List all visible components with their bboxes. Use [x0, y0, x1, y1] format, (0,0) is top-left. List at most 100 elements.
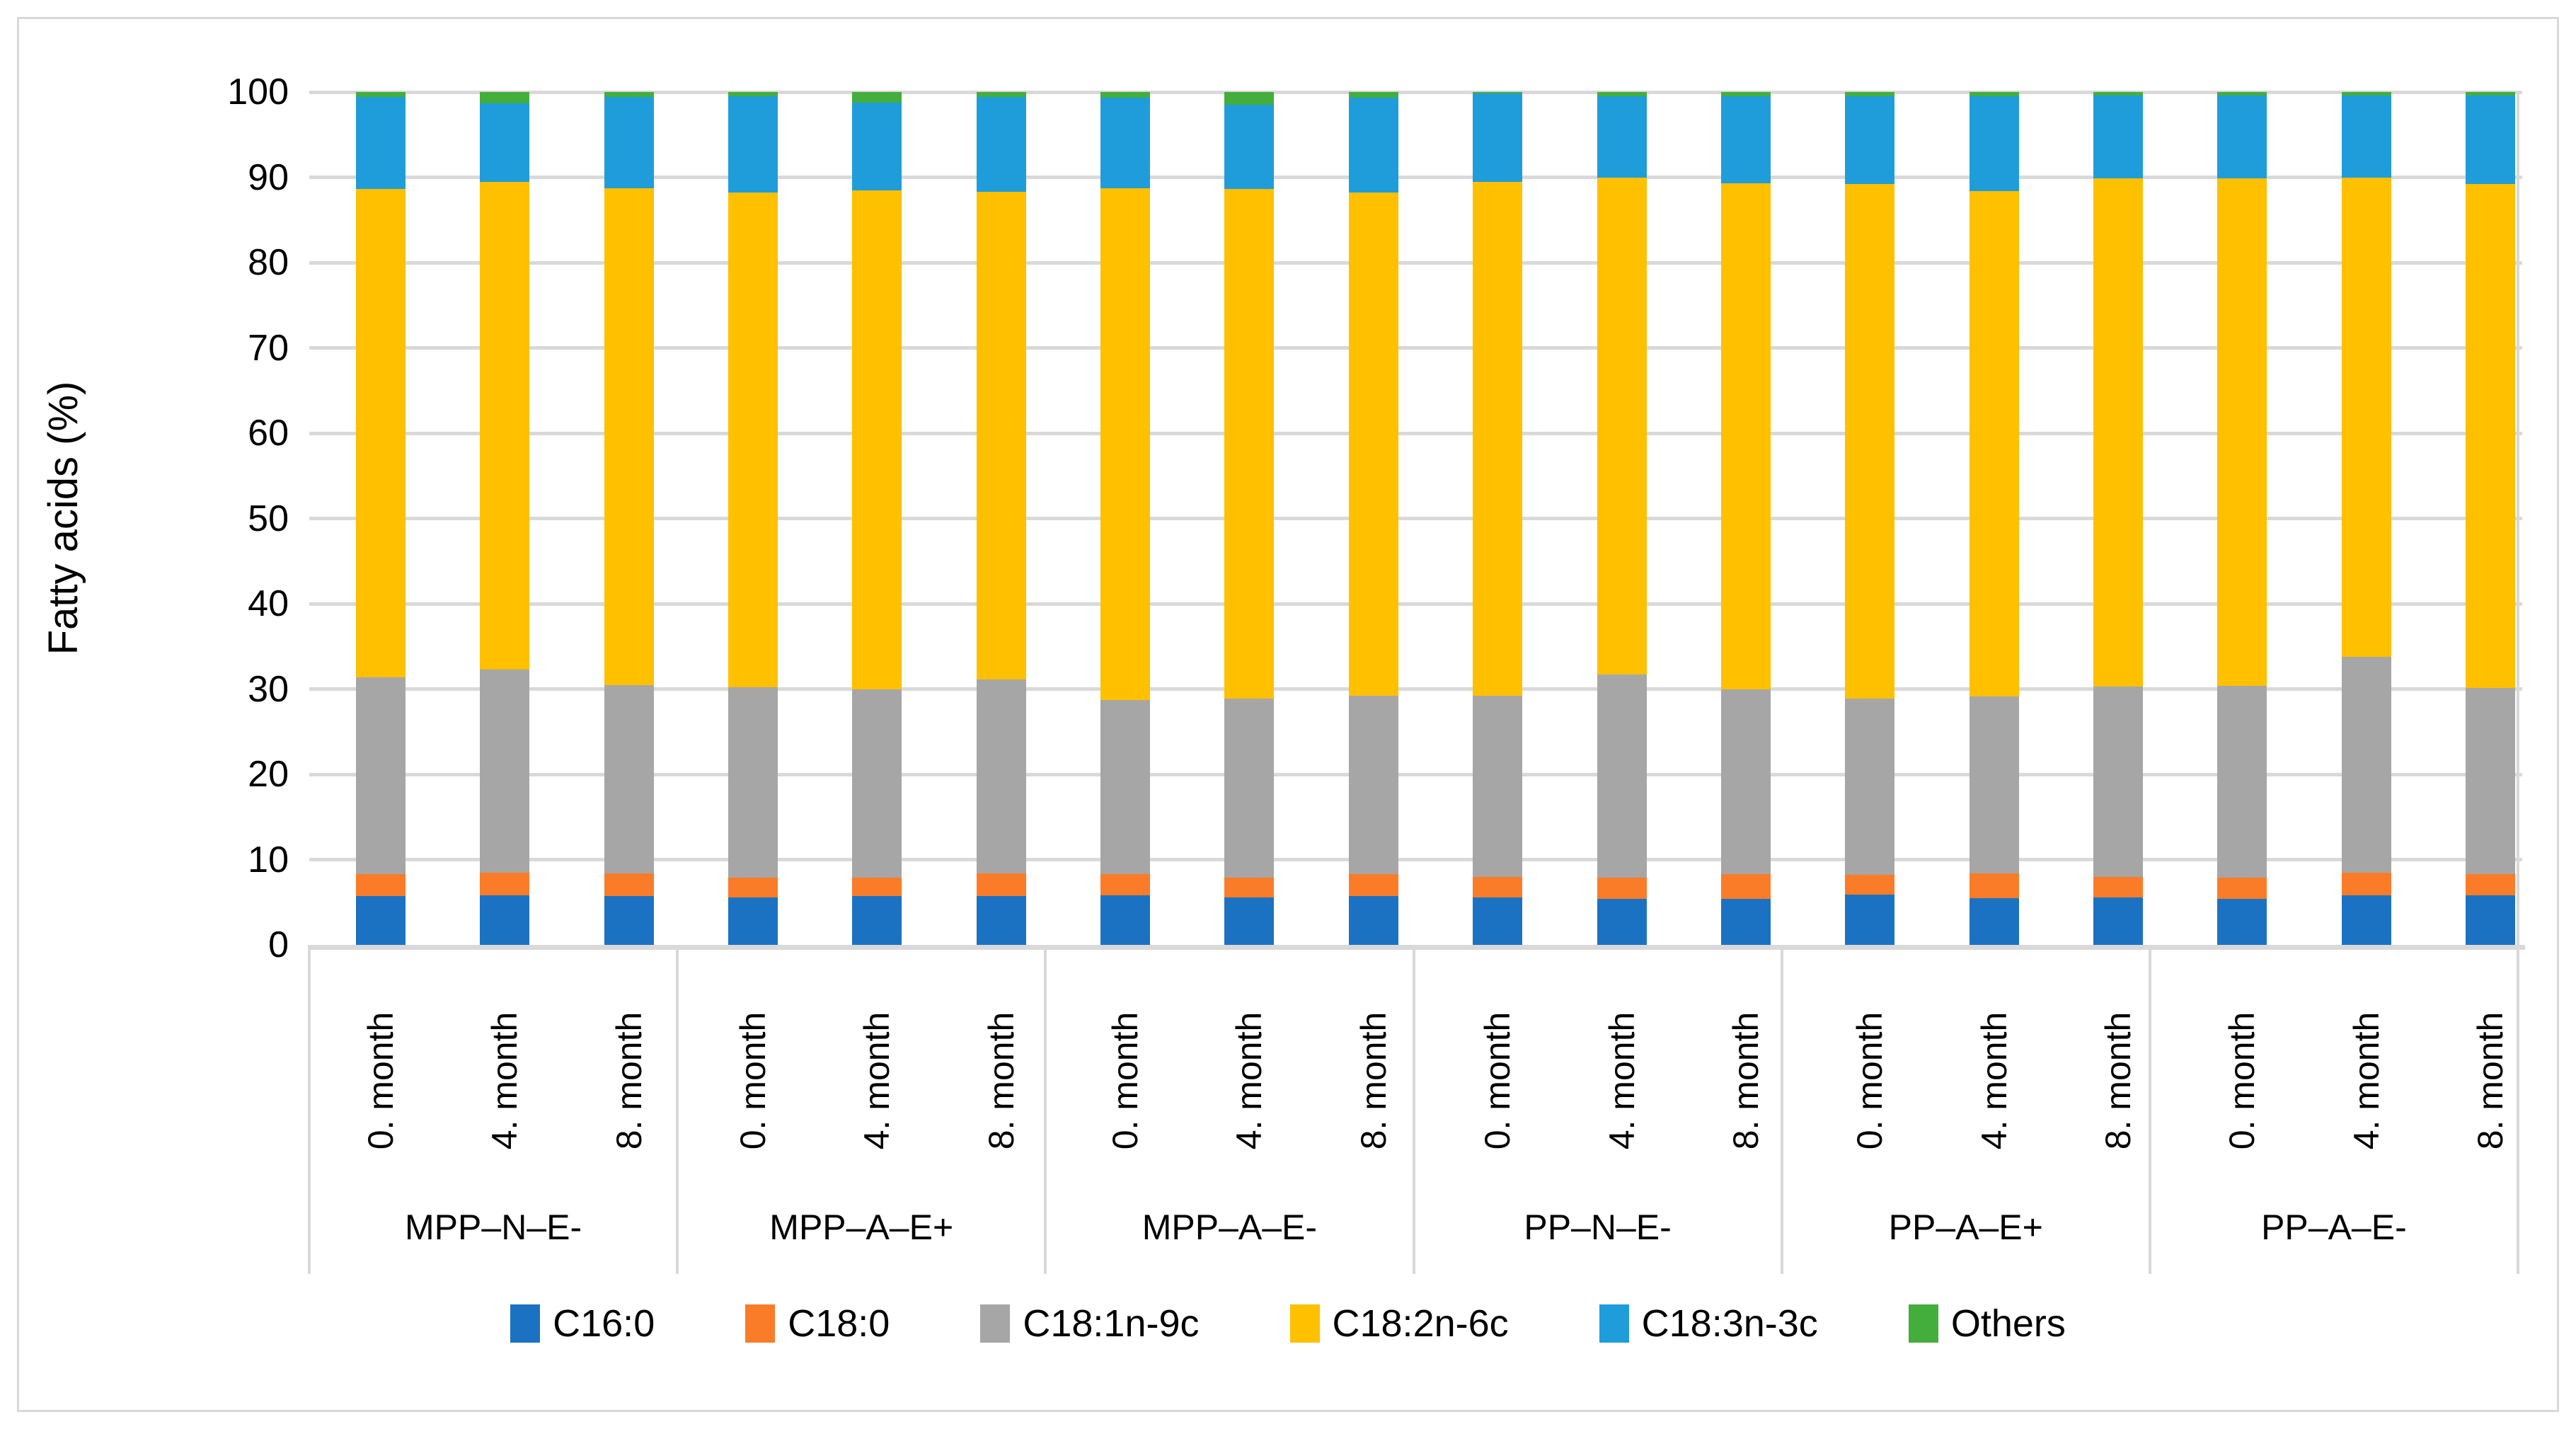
bar-segment-Others: [1969, 92, 2019, 97]
bar-segment-Others: [1224, 92, 1275, 105]
bar-segment-C18:1n-9c: [1845, 698, 1895, 876]
bar-segment-C18:0: [1597, 877, 1647, 899]
bar-segment-C16:0: [976, 896, 1026, 945]
bar-segment-C18:1n-9c: [2217, 685, 2267, 878]
month-label: 4. month: [1974, 1011, 2014, 1150]
legend-item-C18:1n-9c: C18:1n-9c: [980, 1302, 1200, 1345]
bar-segment-C18:1n-9c: [1224, 698, 1275, 878]
bar-segment-C18:0: [2341, 872, 2391, 896]
stacked-bar-MPP–N–E--8. month: [604, 92, 654, 945]
bar-segment-C18:0: [1720, 874, 1771, 899]
bar-segment-C18:2n-6c: [356, 189, 406, 677]
bar-segment-Others: [2341, 92, 2391, 96]
stacked-bar-PP–N–E--4. month: [1597, 92, 1647, 945]
group-separator-6: [2517, 92, 2519, 1274]
bar-segment-C18:3n-3c: [1100, 98, 1151, 189]
month-label: 4. month: [857, 1011, 897, 1150]
gridline-20: [309, 772, 2522, 776]
stacked-bar-PP–N–E--0. month: [1473, 92, 1523, 945]
bar-segment-C18:2n-6c: [2341, 177, 2391, 657]
y-tick-label-80: 80: [248, 242, 289, 283]
y-axis-title: Fatty acids (%): [40, 381, 86, 655]
bar-segment-C18:3n-3c: [356, 97, 406, 190]
bar-segment-C16:0: [604, 896, 654, 945]
bar-segment-C18:0: [2465, 874, 2515, 896]
bar-segment-C18:0: [480, 872, 530, 896]
month-label: 0. month: [361, 1011, 401, 1150]
bar-segment-C18:1n-9c: [852, 689, 902, 878]
bar-segment-Others: [2093, 92, 2143, 96]
bar-segment-C18:1n-9c: [976, 679, 1026, 873]
bar-segment-C18:3n-3c: [852, 102, 902, 190]
gridline-50: [309, 517, 2522, 520]
legend-item-C18:0: C18:0: [745, 1302, 890, 1345]
month-label: 0. month: [2222, 1011, 2262, 1150]
y-tick-label-10: 10: [248, 839, 289, 880]
gridline-90: [309, 176, 2522, 179]
month-label: 4. month: [485, 1011, 525, 1150]
stacked-bar-MPP–A–E--8. month: [1348, 92, 1398, 945]
bar-segment-C18:0: [1348, 874, 1398, 897]
bar-segment-C16:0: [2465, 895, 2515, 945]
bar-segment-Others: [1845, 92, 1895, 97]
group-label-PP–N–E-: PP–N–E-: [1524, 1207, 1672, 1247]
group-separator-4: [1780, 945, 1783, 1274]
bar-segment-C18:0: [728, 877, 778, 897]
bar-segment-C18:1n-9c: [728, 687, 778, 878]
bar-segment-C18:1n-9c: [604, 684, 654, 873]
bar-segment-C18:3n-3c: [1597, 96, 1647, 178]
stacked-bar-MPP–A–E+-4. month: [852, 92, 902, 945]
gridline-10: [309, 858, 2522, 861]
legend-swatch-C18:2n-6c: [1289, 1304, 1320, 1343]
bar-segment-C18:2n-6c: [2465, 184, 2515, 689]
stacked-bar-PP–A–E+-4. month: [1969, 92, 2019, 945]
legend-label: C18:0: [788, 1302, 890, 1345]
month-label: 0. month: [1850, 1011, 1890, 1150]
bar-segment-Others: [2465, 92, 2515, 96]
bar-segment-Others: [1597, 92, 1647, 97]
bar-segment-Others: [728, 92, 778, 97]
bar-segment-Others: [852, 92, 902, 103]
bar-segment-C18:1n-9c: [1473, 696, 1523, 877]
stacked-bar-PP–A–E+-0. month: [1845, 92, 1895, 945]
group-separator-0: [308, 945, 311, 1274]
bar-segment-C18:1n-9c: [480, 669, 530, 873]
y-tick-label-70: 70: [248, 327, 289, 369]
stacked-bar-PP–A–E--4. month: [2341, 92, 2391, 945]
month-label: 4. month: [1602, 1011, 1642, 1150]
bar-segment-C18:3n-3c: [1348, 98, 1398, 193]
bar-segment-C16:0: [852, 896, 902, 945]
month-label: 8. month: [1725, 1011, 1766, 1150]
bar-segment-C18:2n-6c: [852, 190, 902, 689]
bar-segment-C18:3n-3c: [480, 103, 530, 182]
bar-segment-C18:0: [1969, 873, 2019, 898]
legend-label: C18:2n-6c: [1332, 1302, 1509, 1345]
legend-label: C16:0: [553, 1302, 655, 1345]
stacked-bar-MPP–A–E+-0. month: [728, 92, 778, 945]
bar-segment-C16:0: [728, 897, 778, 945]
bar-segment-C18:2n-6c: [1348, 193, 1398, 696]
bar-segment-C18:2n-6c: [976, 192, 1026, 680]
gridline-60: [309, 431, 2522, 435]
month-label: 0. month: [1105, 1011, 1146, 1150]
month-label: 8. month: [2470, 1011, 2510, 1150]
bar-segment-C16:0: [1100, 895, 1151, 945]
legend-swatch-C18:3n-3c: [1599, 1304, 1629, 1343]
bar-segment-C18:3n-3c: [2093, 95, 2143, 178]
bar-segment-C18:3n-3c: [604, 97, 654, 189]
bar-segment-C18:3n-3c: [728, 96, 778, 193]
stacked-bar-PP–A–E--0. month: [2217, 92, 2267, 945]
bar-segment-C18:0: [2217, 877, 2267, 899]
bar-segment-C18:2n-6c: [480, 181, 530, 670]
x-axis-line: [309, 945, 2525, 950]
bar-segment-C18:2n-6c: [728, 193, 778, 688]
bar-segment-C18:0: [1100, 874, 1151, 896]
bar-segment-C18:3n-3c: [2217, 95, 2267, 178]
bar-segment-Others: [604, 92, 654, 98]
stacked-bar-PP–A–E+-8. month: [2093, 92, 2143, 945]
bar-segment-C18:3n-3c: [1845, 96, 1895, 185]
bar-segment-C16:0: [1348, 896, 1398, 945]
bar-segment-C18:2n-6c: [604, 188, 654, 685]
bar-segment-Others: [976, 92, 1026, 98]
bar-segment-C18:2n-6c: [1597, 177, 1647, 675]
